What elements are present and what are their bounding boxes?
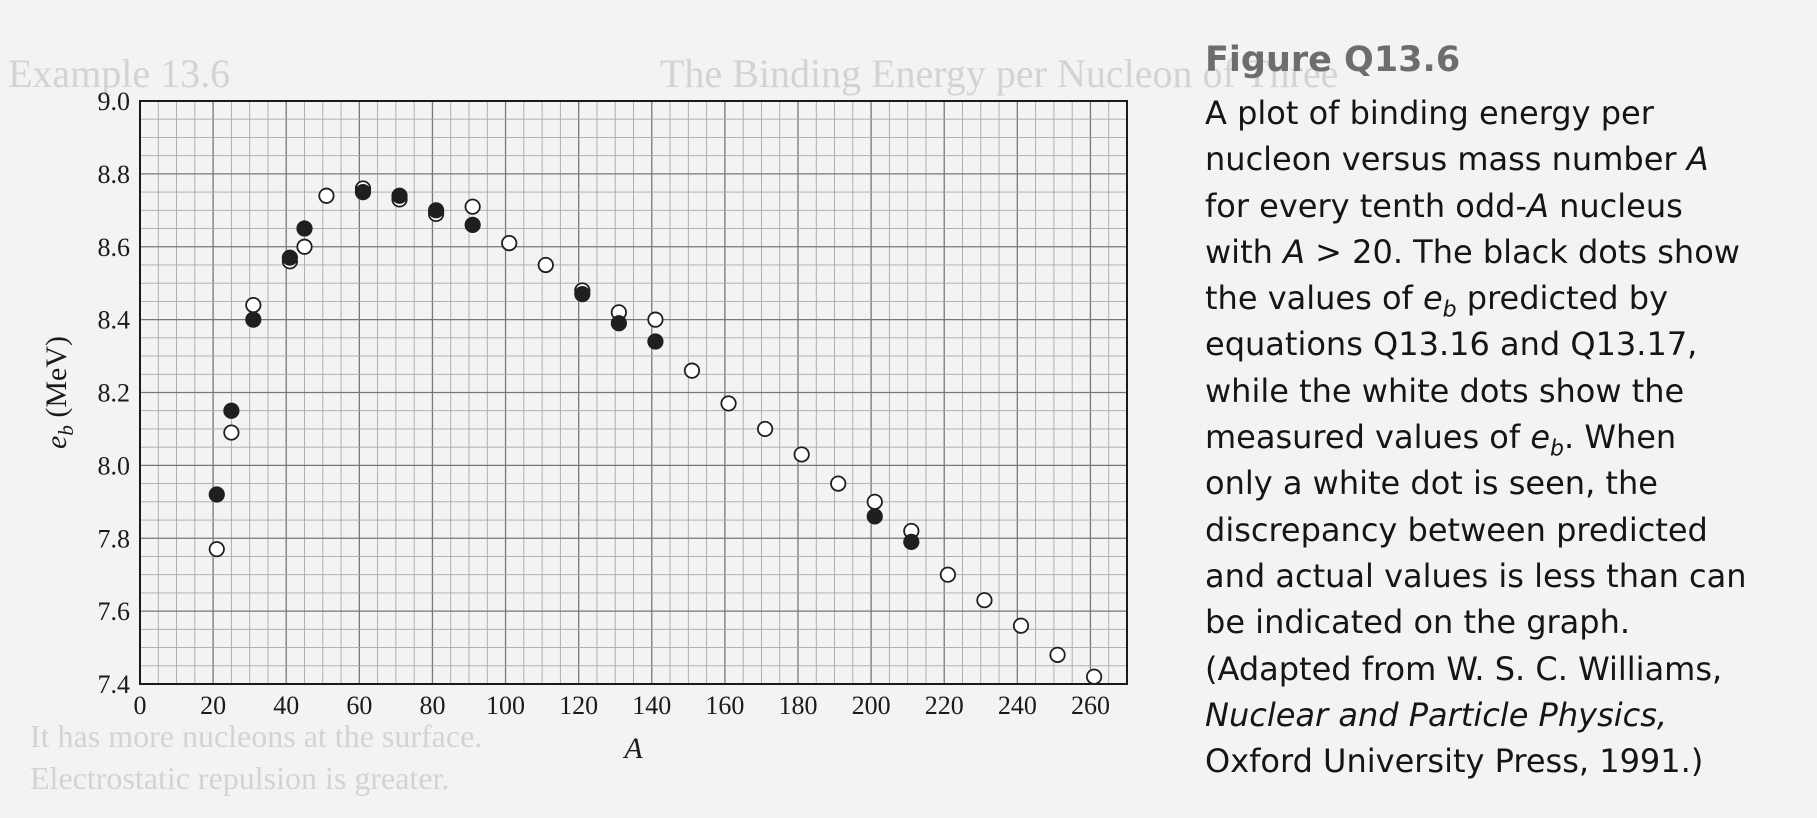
measured-point — [537, 256, 554, 274]
caption-line: nucleon versus mass number A — [1205, 140, 1709, 179]
predicted-point — [866, 508, 883, 525]
figure-caption: Figure Q13.6 A plot of binding energy pe… — [1205, 36, 1805, 784]
predicted-point — [391, 187, 408, 204]
x-tick-label: 20 — [200, 691, 226, 720]
measured-point — [1012, 617, 1030, 634]
measured-point — [683, 362, 701, 379]
y-tick-label: 8.8 — [98, 160, 131, 189]
measured-point — [647, 311, 664, 328]
caption-line: be indicated on the graph. — [1205, 603, 1631, 642]
bleed-heading: Example 13.6 — [8, 51, 231, 96]
caption-line: Nuclear and Particle Physics, — [1205, 695, 1668, 734]
measured-point — [245, 296, 262, 314]
predicted-point — [464, 216, 481, 233]
x-tick-label: 240 — [998, 691, 1037, 720]
caption-text: A plot of binding energy per nucleon vers… — [1205, 90, 1805, 784]
measured-point — [223, 424, 240, 441]
y-tick-label: 8.2 — [98, 379, 131, 408]
predicted-point — [245, 311, 262, 328]
x-tick-label: 220 — [925, 691, 964, 720]
x-tick-label: 160 — [705, 691, 744, 720]
x-axis-ticks: 0 20 40 60 80 100 120 140 160 180 200 220 240 260 — [134, 691, 1110, 720]
caption-line: (Adapted from W. S. C. Williams, — [1205, 649, 1723, 688]
y-tick-label: 8.6 — [98, 233, 131, 262]
measured-point — [464, 198, 481, 215]
x-tick-label: 80 — [419, 691, 445, 720]
predicted-point — [281, 249, 298, 266]
measured-point — [976, 592, 993, 609]
measured-point — [756, 420, 774, 438]
caption-line: with A > 20. The black dots show — [1205, 232, 1740, 271]
x-tick-label: 260 — [1071, 691, 1110, 720]
y-tick-label: 7.4 — [98, 670, 131, 699]
x-tick-label: 140 — [632, 691, 671, 720]
caption-line: only a white dot is seen, the — [1205, 464, 1658, 503]
predicted-point — [296, 220, 313, 237]
measured-point — [318, 187, 335, 204]
bleed-top-text: The Binding Energy per Nucleon of Three — [660, 51, 1339, 96]
y-axis-ticks: 7.4 7.6 7.8 8.0 8.2 8.4 8.6 8.8 9.0 — [98, 87, 131, 699]
measured-point — [939, 566, 956, 583]
measured-point — [830, 475, 847, 492]
measured-point — [720, 395, 737, 412]
x-tick-label: 200 — [852, 691, 891, 720]
predicted-point — [223, 402, 240, 419]
caption-line: and actual values is less than can — [1205, 556, 1747, 595]
predicted-point — [427, 202, 445, 219]
x-tick-label: 100 — [486, 691, 525, 720]
measured-point — [501, 235, 518, 252]
x-tick-label: 0 — [134, 691, 147, 720]
caption-line: the values of eb predicted by — [1205, 279, 1668, 323]
x-axis-label: A — [622, 732, 643, 765]
predicted-point — [610, 315, 627, 332]
caption-line: for every tenth odd-A nucleus — [1205, 186, 1683, 225]
figure-title: Figure Q13.6 — [1205, 40, 1461, 80]
y-axis-label: eb (MeV) — [40, 336, 78, 449]
predicted-point — [903, 533, 920, 550]
bleed-bottom-1: It has more nucleons at the surface. — [30, 718, 483, 754]
x-tick-label: 180 — [779, 691, 818, 720]
measured-point — [1086, 668, 1103, 685]
predicted-point — [647, 333, 664, 350]
y-tick-label: 8.0 — [98, 451, 131, 480]
plot-frame — [139, 100, 1128, 685]
x-tick-label: 40 — [273, 691, 299, 720]
measured-point — [866, 493, 883, 510]
y-tick-label: 7.8 — [98, 524, 131, 553]
x-tick-label: 60 — [346, 691, 372, 720]
measured-point — [208, 541, 225, 558]
caption-line: while the white dots show the — [1205, 371, 1685, 410]
y-tick-label: 9.0 — [98, 87, 131, 116]
caption-line: measured values of eb. When — [1205, 418, 1677, 462]
y-tick-label: 8.4 — [98, 306, 131, 335]
x-tick-label: 120 — [559, 691, 598, 720]
bleed-bottom-2: Electrostatic repulsion is greater. — [30, 760, 450, 796]
caption-line: Oxford University Press, 1991.) — [1205, 742, 1704, 781]
predicted-point — [208, 486, 225, 503]
predicted-point — [574, 286, 591, 303]
caption-line: discrepancy between predicted — [1205, 510, 1708, 549]
predicted-point — [354, 183, 372, 201]
y-tick-label: 7.6 — [98, 597, 131, 626]
measured-point — [1049, 646, 1066, 663]
caption-line: equations Q13.16 and Q13.17, — [1205, 325, 1698, 364]
measured-point — [793, 446, 810, 463]
measured-point — [296, 238, 313, 255]
data-points — [208, 180, 1103, 685]
chart-grid — [140, 101, 1127, 684]
caption-line: A plot of binding energy per — [1205, 94, 1654, 132]
